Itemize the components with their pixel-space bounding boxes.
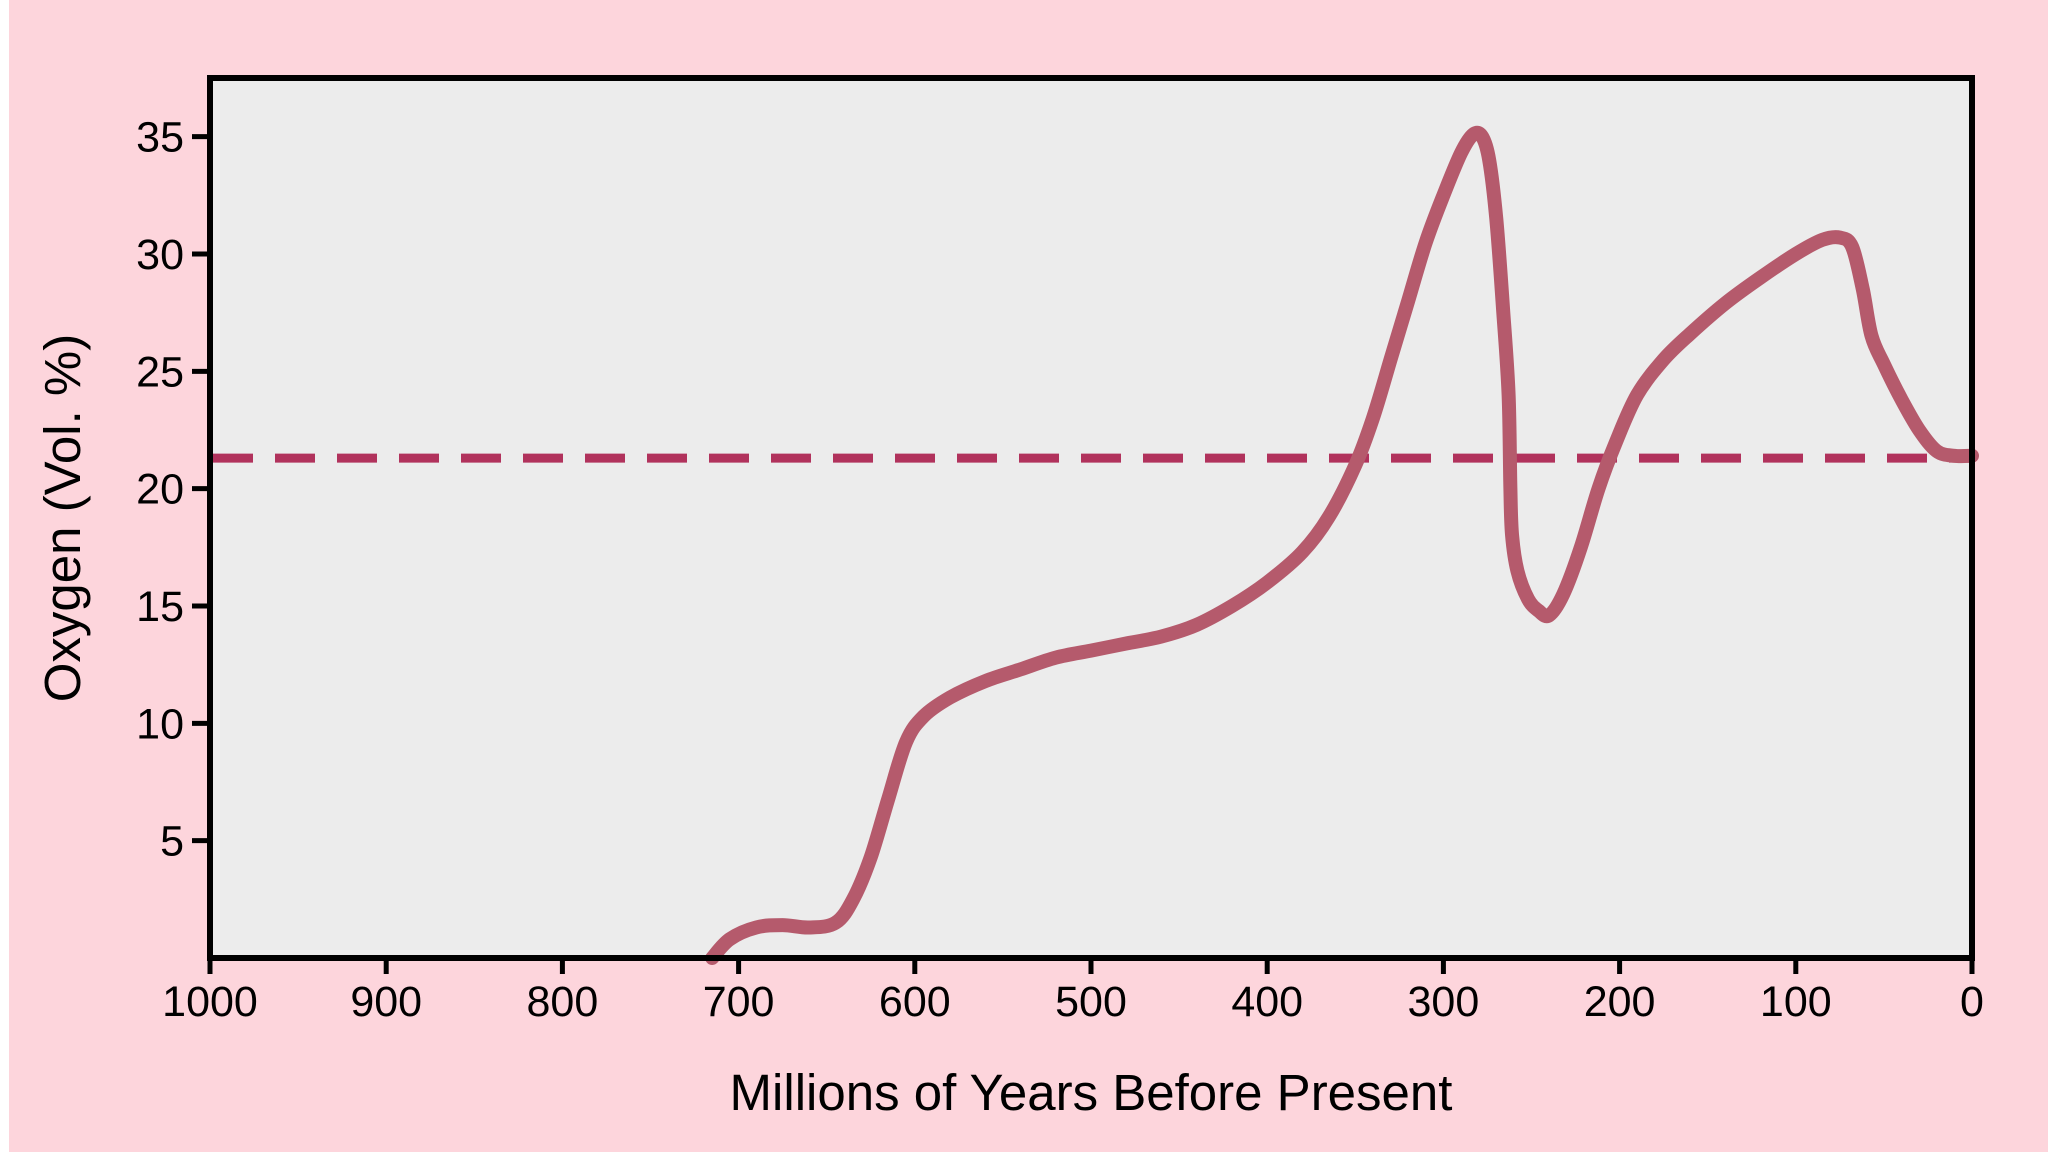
y-tick-label: 5 bbox=[160, 818, 184, 866]
y-tick-label: 10 bbox=[136, 700, 184, 748]
x-tick-label: 200 bbox=[1584, 978, 1656, 1026]
oxygen-series-line bbox=[705, 125, 1979, 965]
y-tick-label: 15 bbox=[136, 583, 184, 631]
x-tick-label: 100 bbox=[1760, 978, 1832, 1026]
x-axis-title: Millions of Years Before Present bbox=[730, 1064, 1453, 1121]
x-tick-label: 700 bbox=[703, 978, 775, 1026]
x-tick-label: 600 bbox=[879, 978, 951, 1026]
y-tick-label: 30 bbox=[136, 231, 184, 279]
x-tick-label: 0 bbox=[1960, 978, 1984, 1026]
x-tick-label: 900 bbox=[350, 978, 422, 1026]
x-tick-label: 500 bbox=[1055, 978, 1127, 1026]
y-axis-title: Oxygen (Vol. %) bbox=[34, 334, 91, 702]
y-tick-label: 35 bbox=[136, 114, 184, 162]
x-tick-label: 300 bbox=[1408, 978, 1480, 1026]
y-tick-label: 25 bbox=[136, 348, 184, 396]
x-tick-label: 1000 bbox=[162, 978, 258, 1026]
y-tick-label: 20 bbox=[136, 466, 184, 514]
x-tick-label: 400 bbox=[1231, 978, 1303, 1026]
x-axis: 1000 900 800 700 600 500 400 300 200 100 0 bbox=[162, 958, 1984, 1026]
plot-area bbox=[207, 75, 1975, 961]
y-axis: 5 10 15 20 25 30 35 bbox=[136, 114, 210, 866]
x-tick-label: 800 bbox=[527, 978, 599, 1026]
